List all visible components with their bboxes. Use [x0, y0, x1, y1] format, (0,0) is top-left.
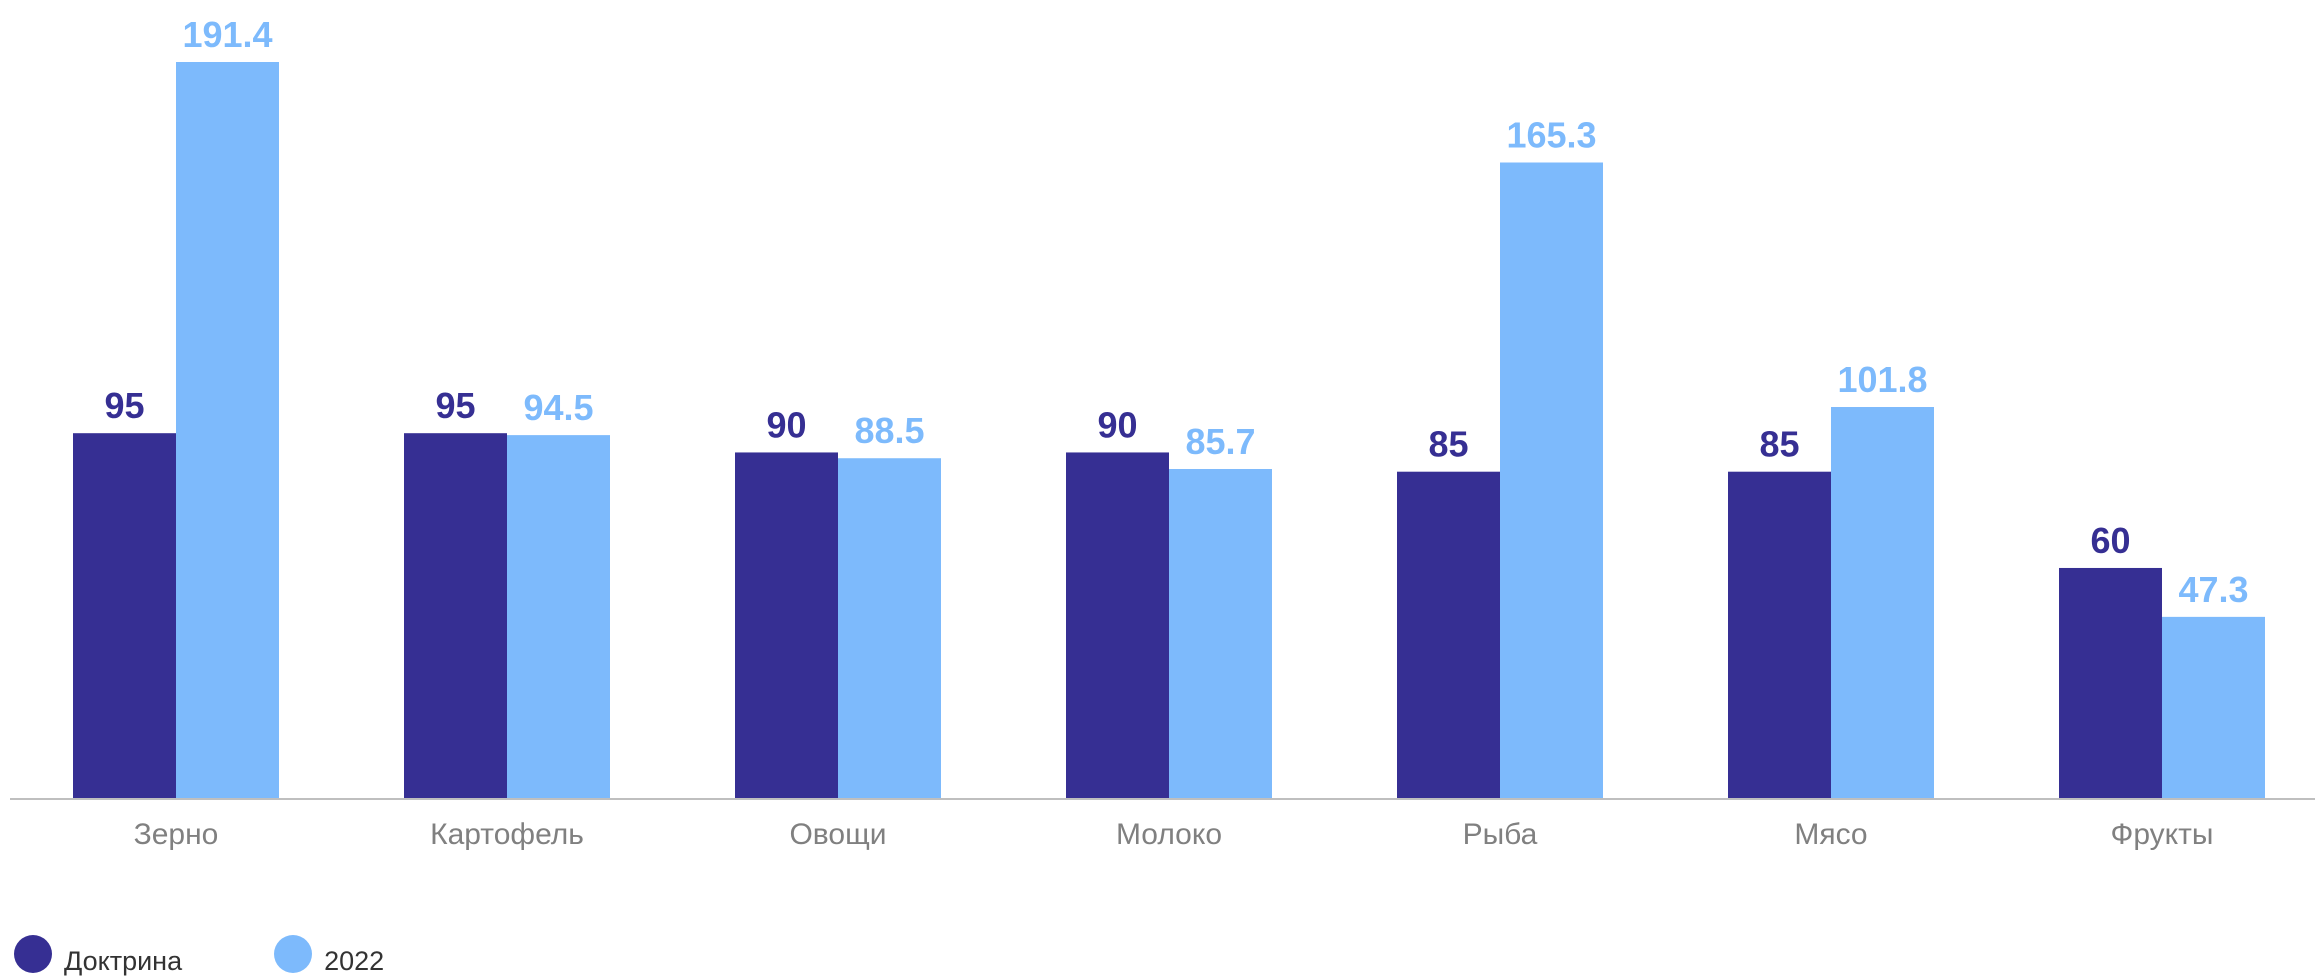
bars-group [73, 62, 2265, 799]
legend-swatch-series-2 [274, 935, 313, 973]
bar-s1-6[interactable] [1728, 471, 1831, 799]
category-label-5: Рыба [1463, 818, 1538, 851]
bar-s2-7[interactable] [2162, 616, 2265, 799]
bar-s1-1[interactable] [73, 433, 176, 799]
category-label-2: Картофель [430, 818, 584, 851]
value-label-s1-7: 60 [2090, 520, 2130, 561]
value-label-s1-3: 90 [766, 404, 806, 445]
value-label-s1-4: 90 [1097, 404, 1137, 445]
legend-item-series-1[interactable]: Доктрина [14, 935, 182, 976]
bar-s2-2[interactable] [507, 435, 610, 799]
bar-s1-7[interactable] [2059, 567, 2162, 799]
value-label-s2-2: 94.5 [523, 387, 593, 428]
legend: Доктрина 2022 [14, 935, 476, 976]
value-label-s2-1: 191.4 [182, 14, 272, 55]
legend-label-series-1: Доктрина [64, 945, 183, 976]
category-labels-group: Зерно Картофель Овощи Молоко Рыба Мясо Фрукты [134, 818, 2214, 851]
bar-s2-5[interactable] [1500, 162, 1603, 800]
value-label-s1-6: 85 [1759, 424, 1799, 465]
bar-s2-3[interactable] [838, 458, 941, 799]
value-label-s2-3: 88.5 [854, 410, 924, 451]
legend-item-series-2[interactable]: 2022 [274, 935, 384, 976]
value-label-s2-6: 101.8 [1837, 359, 1927, 400]
bar-s1-3[interactable] [735, 452, 838, 799]
bar-s1-5[interactable] [1397, 471, 1500, 799]
category-label-3: Овощи [789, 818, 886, 851]
category-label-1: Зерно [134, 818, 219, 851]
bar-chart: 95 191.4 95 94.5 90 88.5 90 85.7 85 165.3 85 101.8 6… [10, 14, 2315, 851]
category-label-7: Фрукты [2111, 818, 2214, 851]
value-label-s1-2: 95 [435, 385, 475, 426]
bar-s2-6[interactable] [1831, 407, 1934, 799]
legend-label-series-2: 2022 [324, 945, 385, 976]
value-label-s1-5: 85 [1428, 424, 1468, 465]
value-label-s2-4: 85.7 [1185, 421, 1255, 462]
bar-s1-2[interactable] [404, 433, 507, 799]
bar-s2-1[interactable] [176, 62, 279, 799]
bar-s1-4[interactable] [1066, 452, 1169, 799]
legend-swatch-series-1 [14, 935, 52, 973]
value-label-s2-5: 165.3 [1506, 115, 1596, 156]
value-label-s1-1: 95 [104, 385, 144, 426]
value-label-s2-7: 47.3 [2178, 569, 2248, 610]
bar-s2-4[interactable] [1169, 469, 1272, 799]
category-label-4: Молоко [1116, 818, 1222, 851]
value-labels-group: 95 191.4 95 94.5 90 88.5 90 85.7 85 165.3 85 101.8 6… [104, 14, 2248, 610]
category-label-6: Мясо [1794, 818, 1867, 851]
